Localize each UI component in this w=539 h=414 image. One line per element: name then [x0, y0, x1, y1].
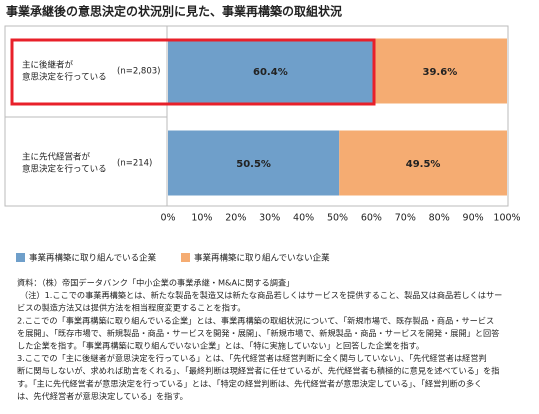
category-label: 意思決定を行っている	[22, 72, 107, 83]
x-tick-label: 60%	[361, 213, 382, 224]
legend-label: 事業再構築に取り組んでいない企業	[194, 253, 330, 264]
x-tick-label: 10%	[191, 213, 212, 224]
x-tick-label: 80%	[429, 213, 450, 224]
chart-title: 事業承継後の意思決定の状況別に見た、事業再構築の取組状況	[6, 4, 342, 19]
x-tick-label: 40%	[293, 213, 314, 224]
value-label: 50.5%	[236, 159, 271, 170]
plot-frame	[4, 25, 509, 207]
note-line: ビスの製造方法又は提供方法を相当程度変更することを指す。	[17, 303, 245, 313]
note-line: した企業を指す。「事業再構築に取り組んでいない企業」とは、「特に実施していない」…	[17, 341, 424, 351]
sample-size: (n=2,803)	[117, 67, 160, 77]
category-label: 意思決定を行っている	[22, 164, 107, 175]
x-tick-label: 30%	[259, 213, 280, 224]
note-line: 資料：（株）帝国データバンク「中小企業の事業承継・M&Aに関する調査」	[17, 278, 294, 288]
category-label: 主に先代経営者が	[22, 152, 91, 163]
note-line: 3.ここでの「主に後継者が意思決定を行っている」とは、「先代経営者は経営判断に全…	[17, 353, 487, 363]
value-label: 49.5%	[406, 159, 441, 170]
x-tick-label: 90%	[463, 213, 484, 224]
bar-segment	[339, 130, 507, 196]
bar-segment	[372, 38, 507, 104]
x-tick-label: 100%	[493, 213, 520, 224]
value-label: 39.6%	[423, 67, 458, 78]
note-line: 2.ここでの「事業再構築に取り組んでいる企業」とは、事業再構築の取組状況について…	[17, 315, 494, 325]
bar-segment	[168, 130, 340, 196]
legend-swatch	[181, 253, 190, 262]
note-line: は、先代経営者が意思決定している」を指す。	[17, 391, 188, 401]
highlight-box	[10, 38, 376, 106]
x-tick-label: 20%	[225, 213, 246, 224]
value-label: 60.4%	[253, 67, 288, 78]
category-label: 主に後継者が	[22, 60, 74, 71]
note-line: 断に関与しないが、求めれば助言をくれる」、「最終判断は現経営者に任せているが、先…	[17, 366, 499, 376]
note-line: を展開」、「既存市場で、新規製品・商品・サービスを開発・展開」、「新規市場で、新…	[17, 328, 499, 338]
note-line: （注）1.ここでの事業再構築とは、新たな製品を製造又は新たな商品若しくはサービス…	[20, 290, 502, 300]
legend-swatch	[16, 253, 25, 262]
bar-segment	[168, 38, 373, 104]
sample-size: (n=214)	[117, 159, 152, 169]
x-tick-label: 50%	[327, 213, 348, 224]
note-line: す。「主に先代経営者が意思決定を行っている」とは、「特定の経営判断は、先代経営者…	[17, 378, 482, 388]
x-tick-label: 70%	[395, 213, 416, 224]
x-tick-label: 0%	[160, 213, 175, 224]
legend-label: 事業再構築に取り組んでいる企業	[29, 253, 157, 264]
